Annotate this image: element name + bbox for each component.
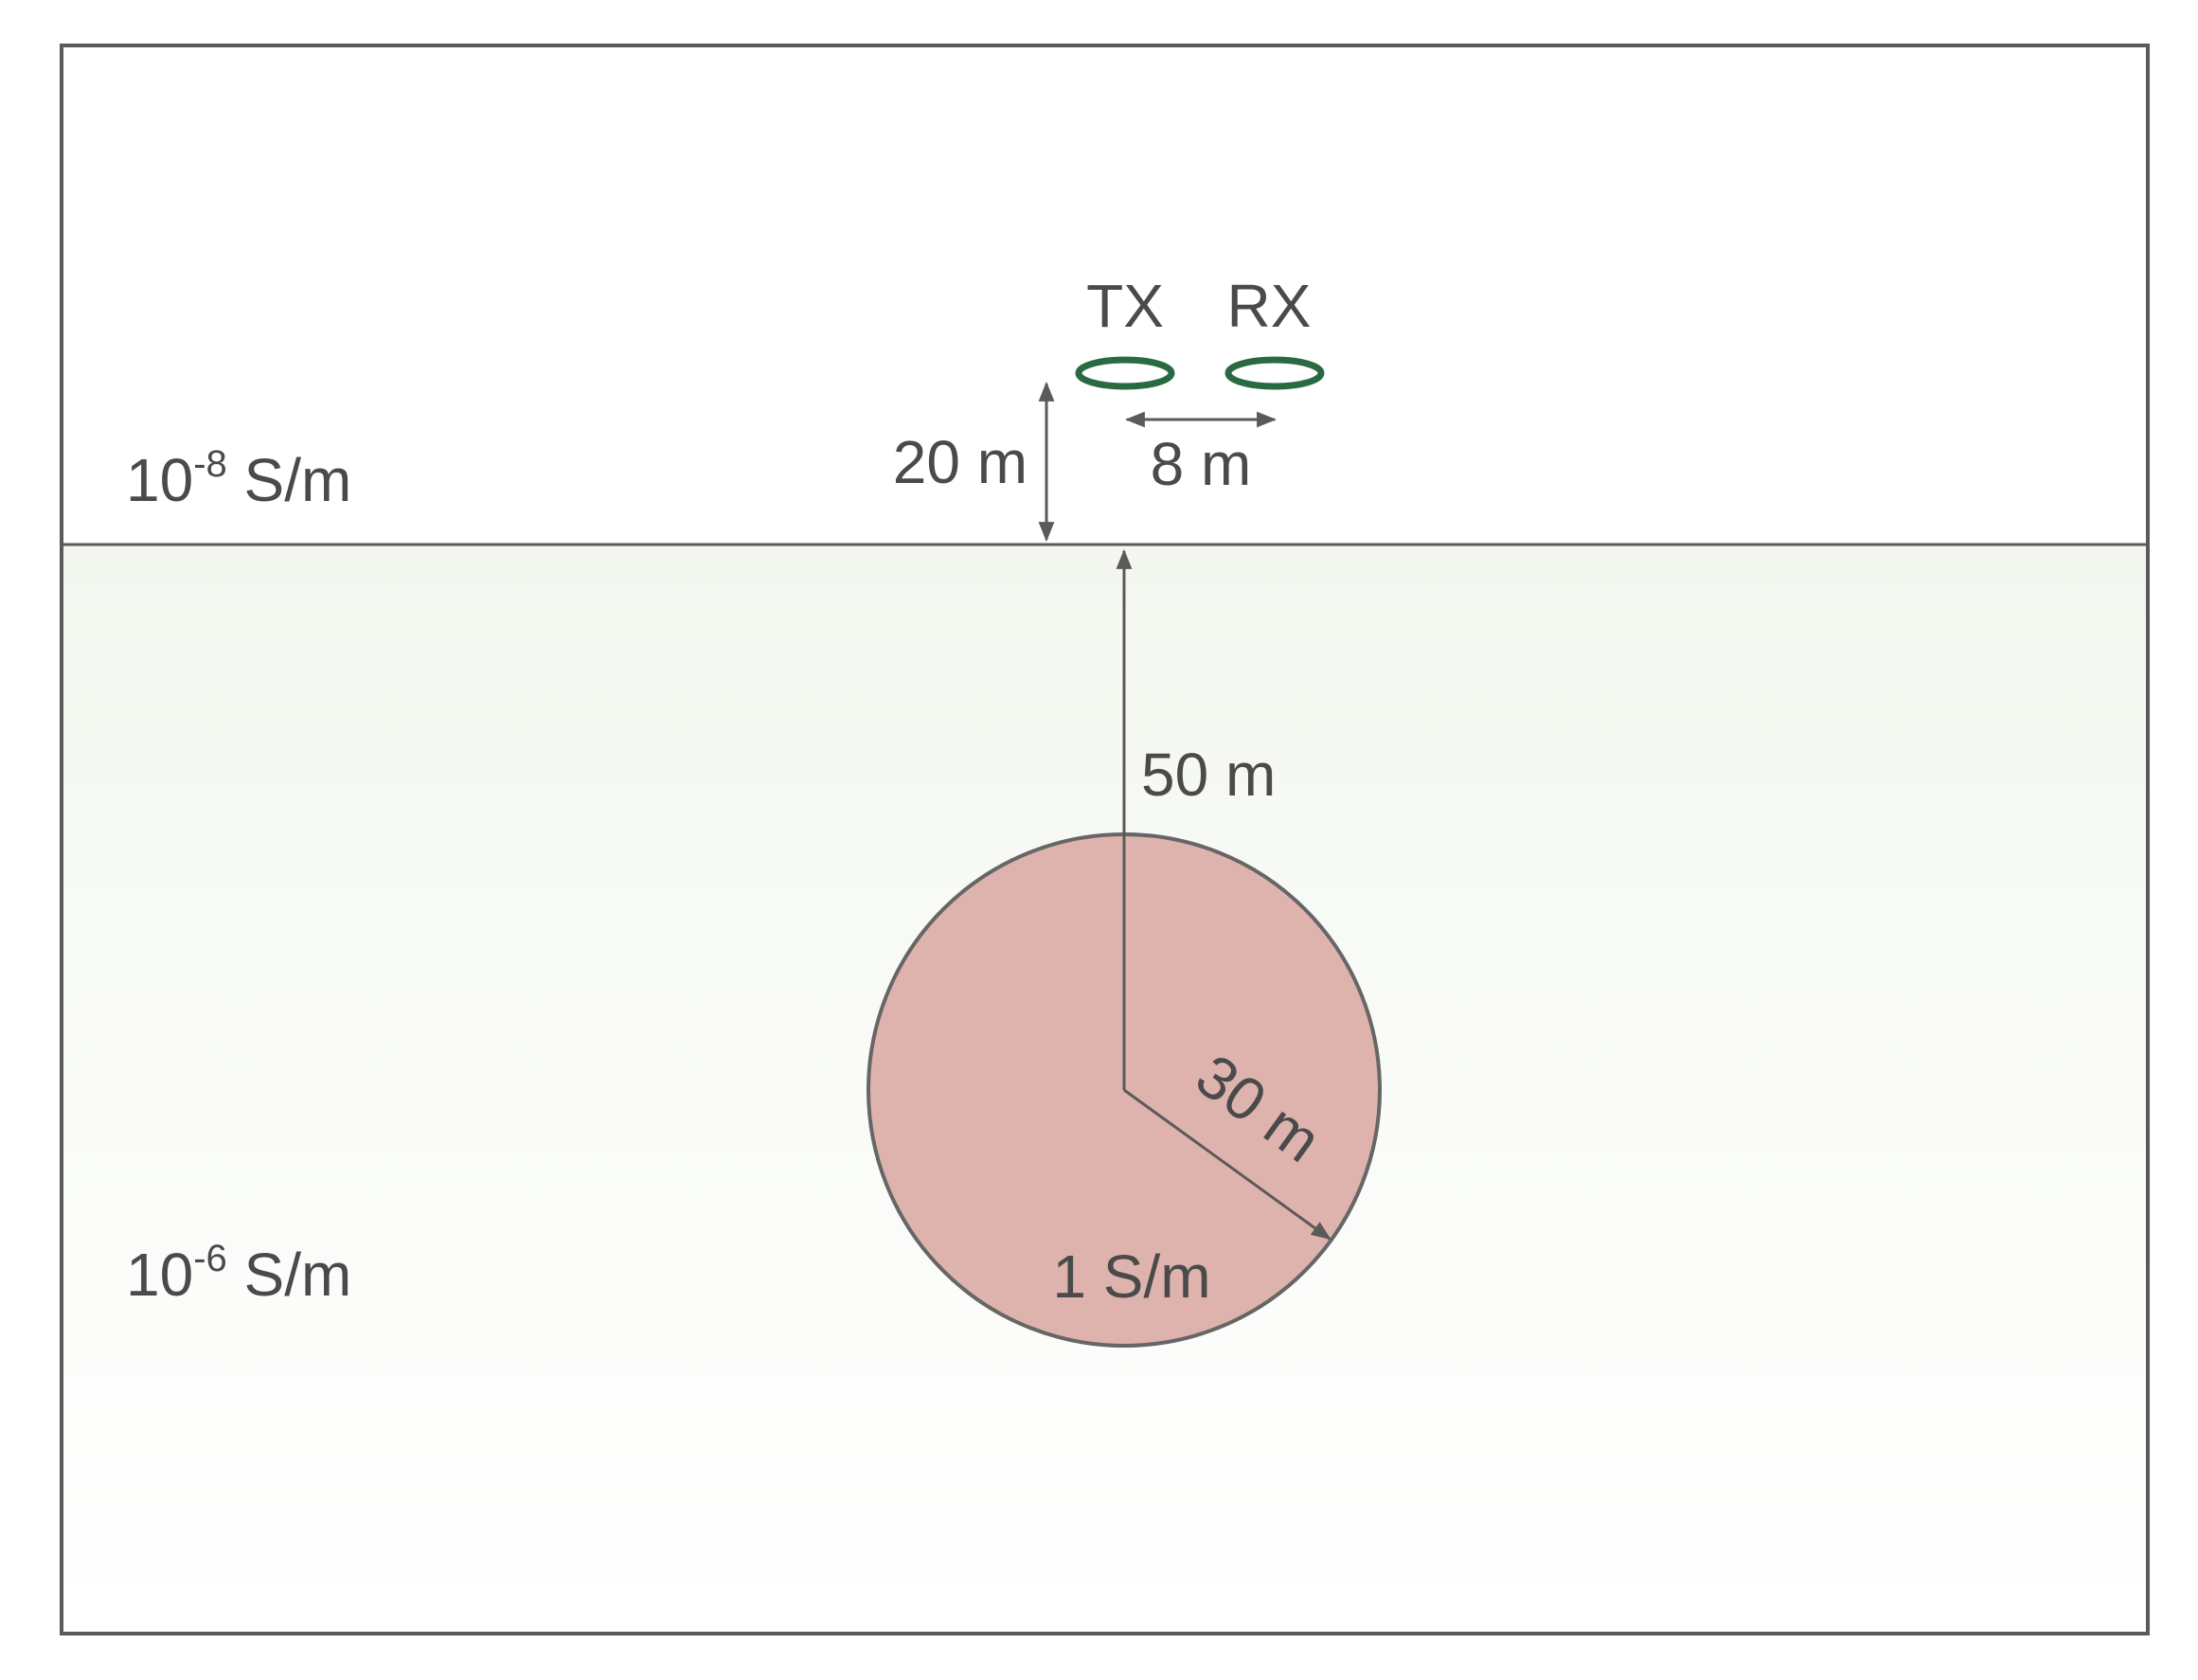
ground-sigma-exponent: -6	[193, 1238, 227, 1279]
ground-sigma-base: 10	[126, 1241, 193, 1309]
ground-conductivity-label: 10-6 S/m	[126, 1238, 351, 1309]
height-label: 20 m	[893, 428, 1028, 496]
air-conductivity-label: 10-8 S/m	[126, 443, 351, 514]
tx-label: TX	[1086, 272, 1164, 340]
rx-label: RX	[1227, 272, 1312, 340]
ground-sigma-unit: S/m	[227, 1241, 352, 1309]
air-sigma-unit: S/m	[227, 446, 352, 514]
model-frame	[60, 44, 2150, 1635]
separation-label: 8 m	[1151, 430, 1252, 498]
air-layer	[62, 45, 2148, 545]
tx-loop-icon	[1075, 356, 1175, 390]
sphere-conductivity-label: 1 S/m	[1052, 1242, 1210, 1311]
rx-loop-icon	[1224, 356, 1325, 390]
depth-label: 50 m	[1141, 741, 1276, 809]
air-sigma-base: 10	[126, 446, 193, 514]
radius-arrow	[1123, 1088, 1331, 1241]
air-sigma-exponent: -8	[193, 443, 227, 485]
